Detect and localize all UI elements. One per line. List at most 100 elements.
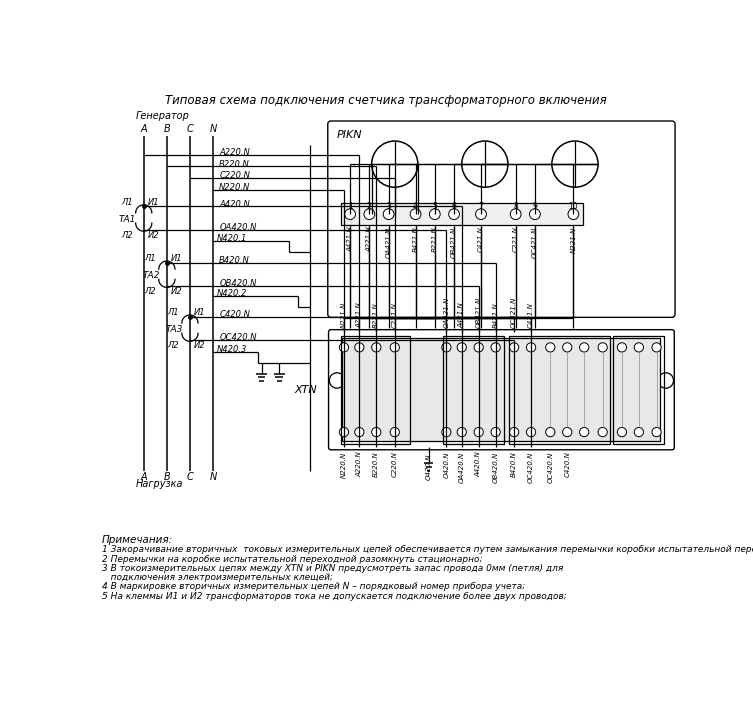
- Circle shape: [598, 428, 607, 437]
- Text: 6: 6: [452, 202, 456, 211]
- Text: 2 Перемычки на коробке испытательной переходной разомкнуть стационарно;: 2 Перемычки на коробке испытательной пер…: [102, 555, 483, 563]
- Text: 10: 10: [569, 202, 578, 211]
- Text: XTN: XTN: [294, 385, 317, 395]
- Circle shape: [364, 209, 375, 219]
- Text: 5: 5: [432, 202, 437, 211]
- Text: 4 В маркировке вторичных измерительных цепей N – порядковый номер прибора учета;: 4 В маркировке вторичных измерительных ц…: [102, 582, 526, 592]
- Circle shape: [442, 343, 451, 352]
- Text: И2: И2: [148, 231, 159, 240]
- Text: И1: И1: [194, 309, 206, 317]
- Text: A: A: [141, 472, 147, 482]
- Text: A: A: [141, 124, 147, 134]
- Circle shape: [598, 343, 607, 352]
- Circle shape: [355, 343, 364, 352]
- Circle shape: [510, 343, 519, 352]
- Text: B221.N: B221.N: [373, 303, 380, 328]
- Circle shape: [457, 428, 466, 437]
- Text: OC420.N: OC420.N: [528, 452, 534, 483]
- Text: Л2: Л2: [121, 231, 133, 240]
- Circle shape: [491, 343, 500, 352]
- Circle shape: [634, 343, 644, 352]
- Text: C220.N: C220.N: [219, 171, 250, 180]
- Text: N221.N: N221.N: [571, 227, 576, 253]
- Circle shape: [580, 428, 589, 437]
- Text: 4: 4: [413, 202, 418, 211]
- Text: 2: 2: [367, 202, 372, 211]
- Circle shape: [526, 343, 535, 352]
- Text: OB421.N: OB421.N: [451, 227, 457, 258]
- Text: N221.N: N221.N: [341, 302, 347, 328]
- Text: N: N: [209, 124, 217, 134]
- Text: Примечания:: Примечания:: [102, 535, 173, 545]
- Text: C221.N: C221.N: [392, 302, 398, 328]
- Text: A420.N: A420.N: [476, 452, 482, 477]
- Circle shape: [372, 343, 381, 352]
- Text: 3 В токоизмерительных цепях между XTN и PIKN предусмотреть запас провода 0мм (пе: 3 В токоизмерительных цепях между XTN и …: [102, 564, 563, 573]
- Text: A421.N: A421.N: [347, 227, 353, 252]
- Text: Л1: Л1: [144, 254, 156, 264]
- Text: Л2: Л2: [144, 287, 156, 296]
- Circle shape: [340, 343, 349, 352]
- Circle shape: [372, 428, 381, 437]
- Text: И1: И1: [148, 198, 159, 207]
- Circle shape: [617, 343, 626, 352]
- Text: 1: 1: [348, 202, 352, 211]
- Text: B: B: [163, 124, 170, 134]
- Text: OC420.N: OC420.N: [547, 452, 553, 483]
- Circle shape: [476, 209, 486, 219]
- Text: И2: И2: [171, 287, 182, 296]
- Bar: [341, 203, 583, 225]
- Text: A221.N: A221.N: [356, 303, 362, 328]
- Text: ТА1: ТА1: [119, 215, 136, 224]
- Circle shape: [390, 428, 399, 437]
- Circle shape: [442, 428, 451, 437]
- Text: A420.N: A420.N: [219, 200, 250, 208]
- Text: C220.N: C220.N: [392, 452, 398, 477]
- Text: OA421.N: OA421.N: [444, 297, 450, 328]
- Circle shape: [429, 209, 441, 219]
- Text: C: C: [187, 124, 194, 134]
- Text: Л1: Л1: [167, 309, 178, 317]
- Text: OB420.N: OB420.N: [219, 279, 257, 288]
- Text: N220.N: N220.N: [341, 452, 347, 478]
- Text: OC421.N: OC421.N: [511, 297, 517, 328]
- Circle shape: [511, 209, 521, 219]
- Text: O420.N: O420.N: [425, 454, 431, 480]
- Text: Генератор: Генератор: [136, 111, 190, 121]
- Text: Л2: Л2: [167, 341, 178, 351]
- Circle shape: [526, 428, 535, 437]
- Circle shape: [562, 428, 572, 437]
- Circle shape: [562, 343, 572, 352]
- Text: A220.N: A220.N: [356, 452, 362, 477]
- Circle shape: [652, 343, 661, 352]
- Text: N420.1: N420.1: [217, 234, 247, 243]
- Text: 9: 9: [532, 202, 538, 211]
- Circle shape: [355, 428, 364, 437]
- Text: A221.N: A221.N: [367, 227, 372, 252]
- Text: Типовая схема подключения счетчика трансформаторного включения: Типовая схема подключения счетчика транс…: [165, 94, 606, 107]
- Text: B420.N: B420.N: [511, 452, 517, 477]
- Text: 1 Закорачивание вторичных  токовых измерительных цепей обеспечивается путем замы: 1 Закорачивание вторичных токовых измери…: [102, 545, 753, 555]
- Text: ТА2: ТА2: [142, 272, 160, 280]
- Text: Л1: Л1: [121, 198, 133, 207]
- Circle shape: [457, 343, 466, 352]
- Text: C421.N: C421.N: [528, 302, 534, 328]
- Circle shape: [410, 209, 421, 219]
- Text: C420.N: C420.N: [564, 452, 570, 477]
- Text: 8: 8: [514, 202, 518, 211]
- Text: B: B: [163, 472, 170, 482]
- Circle shape: [510, 428, 519, 437]
- Circle shape: [340, 428, 349, 437]
- Circle shape: [449, 209, 459, 219]
- Text: N420.3: N420.3: [217, 345, 247, 354]
- Circle shape: [634, 428, 644, 437]
- Circle shape: [345, 209, 355, 219]
- Bar: [443, 336, 504, 444]
- Text: 5 На клеммы И1 и И2 трансформаторов тока не допускается подключение более двух п: 5 На клеммы И1 и И2 трансформаторов тока…: [102, 592, 567, 600]
- Text: A421.N: A421.N: [459, 303, 465, 328]
- Circle shape: [491, 428, 500, 437]
- Circle shape: [529, 209, 541, 219]
- Circle shape: [474, 343, 483, 352]
- Text: PIKN: PIKN: [337, 130, 363, 140]
- Circle shape: [546, 428, 555, 437]
